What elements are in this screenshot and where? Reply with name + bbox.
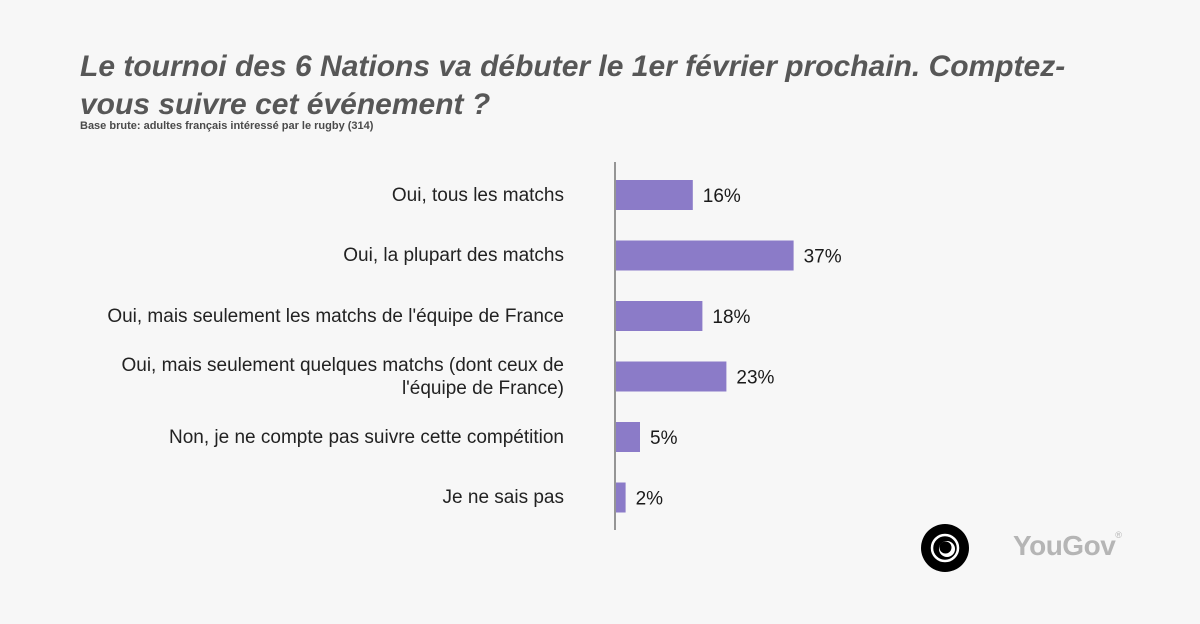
bar-0 — [616, 180, 693, 210]
bar-1 — [616, 240, 794, 271]
chart-subtitle: Base brute: adultes français intéressé p… — [80, 120, 374, 132]
value-label-2: 18% — [712, 307, 750, 328]
category-label-line: Oui, mais seulement quelques matchs (don… — [121, 354, 564, 376]
category-label-line: Oui, tous les matchs — [391, 184, 564, 206]
value-labels-group: 16% 37% 18% 23% 5% 2% — [636, 186, 842, 510]
value-label-0: 16% — [703, 186, 741, 207]
bars-group — [616, 180, 794, 513]
category-label-1: Oui, la plupart des matchs — [44, 244, 564, 267]
yougov-circle-logo — [921, 524, 969, 572]
yougov-wordmark: YouGov® — [1013, 530, 1122, 561]
chart-title: Le tournoi des 6 Nations va débuter le 1… — [80, 50, 1066, 121]
value-label-4: 5% — [650, 428, 678, 449]
category-label-line: Je ne sais pas — [442, 487, 564, 508]
category-label-5: Je ne sais pas — [44, 486, 564, 509]
category-label-3: Oui, mais seulement quelques matchs (don… — [44, 354, 564, 400]
bar-2 — [616, 301, 703, 331]
value-label-5: 2% — [636, 489, 664, 510]
category-label-line: Non, je ne compte pas suivre cette compé… — [169, 426, 564, 448]
category-label-4: Non, je ne compte pas suivre cette compé… — [44, 426, 564, 449]
bar-5 — [616, 482, 626, 513]
category-label-line: l'équipe de France) — [401, 377, 564, 399]
bar-3 — [616, 361, 727, 392]
bar-4 — [616, 422, 640, 452]
value-label-3: 23% — [736, 368, 774, 389]
category-label-0: Oui, tous les matchs — [44, 184, 564, 207]
category-label-2: Oui, mais seulement les matchs de l'équi… — [44, 305, 564, 328]
value-label-1: 37% — [804, 247, 842, 268]
category-label-line: Oui, mais seulement les matchs de l'équi… — [107, 305, 564, 327]
category-label-line: Oui, la plupart des matchs — [343, 245, 564, 266]
